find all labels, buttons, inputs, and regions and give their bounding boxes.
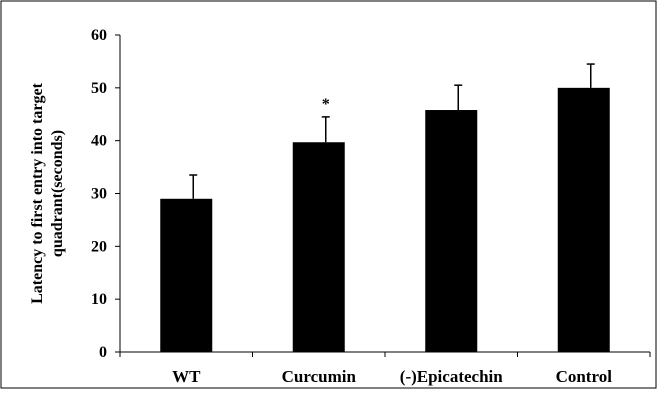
bar-epicatechin bbox=[425, 110, 478, 352]
y-tick-label: 30 bbox=[91, 186, 107, 203]
y-axis-label: Latency to first entry into target quadr… bbox=[29, 82, 66, 303]
y-tick-label: 10 bbox=[91, 291, 107, 308]
y-axis-label-line-2: quadrant(seconds) bbox=[49, 130, 66, 257]
y-tick-label: 50 bbox=[91, 80, 107, 97]
y-axis-label-line-1: Latency to first entry into target bbox=[29, 82, 46, 303]
significance-marker: * bbox=[322, 96, 330, 113]
tick-labels: 0 10 20 30 40 50 60 WT * Curcumin (-)Epicatechin Co… bbox=[91, 27, 612, 386]
bars bbox=[160, 63, 610, 352]
x-tick-label: Control bbox=[556, 367, 613, 386]
bar-wt bbox=[160, 198, 213, 352]
bar-control bbox=[557, 87, 610, 352]
y-tick-label: 60 bbox=[91, 27, 107, 44]
x-tick-label: (-)Epicatechin bbox=[400, 367, 503, 386]
y-tick-label: 0 bbox=[99, 344, 107, 361]
x-tick-label: WT bbox=[172, 367, 201, 386]
y-tick-label: 20 bbox=[91, 238, 107, 255]
x-tick-label: Curcumin bbox=[282, 367, 357, 386]
bar-curcumin bbox=[292, 142, 345, 352]
y-tick-label: 40 bbox=[91, 133, 107, 150]
